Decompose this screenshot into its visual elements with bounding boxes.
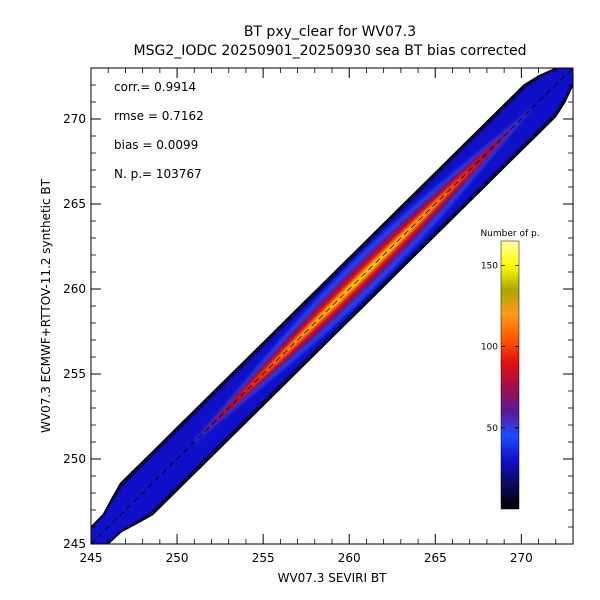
y-axis-label: WV07.3 ECMWF+RTTOV-11.2 synthetic BT [39,178,53,433]
y-tick-label: 265 [63,197,86,211]
colorbar-title: Number of p. [480,229,539,239]
y-tick-label: 250 [63,452,86,466]
y-tick-label: 260 [63,282,86,296]
x-tick-label: 270 [510,551,533,565]
y-axis: 245 250 255 260 265 270 [63,67,573,551]
x-tick-label: 265 [424,551,447,565]
y-tick-label: 245 [63,537,86,551]
chart-title: BT pxy_clear for WV07.3 [244,24,416,40]
stat-line: N. p.= 103767 [114,167,202,181]
stat-line: bias = 0.0099 [114,138,198,152]
x-tick-label: 260 [338,551,361,565]
colorbar-tick-label: 50 [487,424,499,434]
colorbar-gradient [500,240,520,510]
y-tick-label: 270 [63,112,86,126]
colorbar-tick-label: 100 [481,343,498,353]
x-axis: 245 250 255 260 265 270 [80,68,574,565]
colorbar: Number of p. 50 100 150 [480,229,540,510]
chart-subtitle: MSG2_IODC 20250901_20250930 sea BT bias … [133,43,526,59]
y-tick-label: 255 [63,367,86,381]
colorbar-tick-label: 150 [481,261,498,271]
x-tick-label: 245 [80,551,103,565]
stat-line: corr.= 0.9914 [114,80,196,94]
x-axis-label: WV07.3 SEVIRI BT [278,571,387,585]
stat-line: rmse = 0.7162 [114,109,204,123]
stats-block: corr.= 0.9914 rmse = 0.7162 bias = 0.0099 N… [114,80,204,181]
x-tick-label: 250 [166,551,189,565]
x-tick-label: 255 [252,551,275,565]
identity-line [90,67,574,545]
colorbar-ticks: 50 100 150 [481,261,519,434]
